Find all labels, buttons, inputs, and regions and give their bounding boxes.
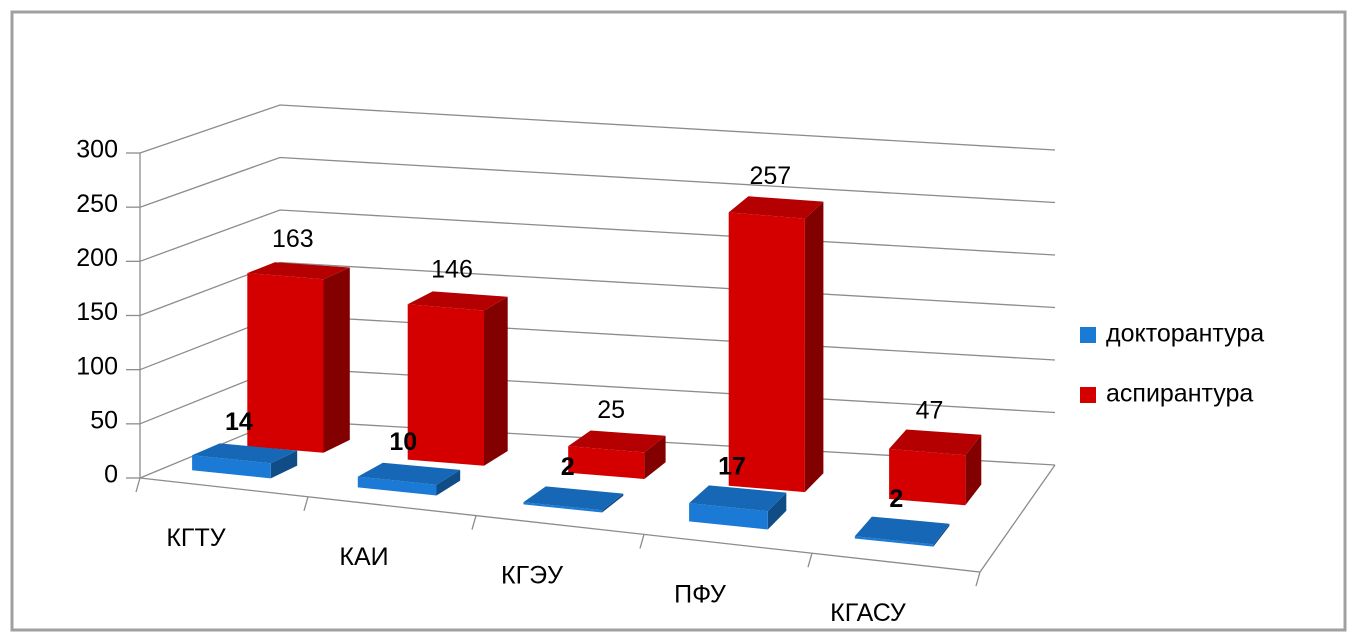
bar-front — [689, 503, 768, 530]
data-label: 17 — [718, 453, 746, 481]
x-tick-label: КАИ — [339, 543, 388, 571]
grid-line — [139, 156, 1056, 208]
bar-front — [728, 212, 805, 493]
y-tick-label: 300 — [76, 136, 118, 164]
data-label: 146 — [431, 255, 473, 283]
x-tick-label: КГЭУ — [501, 562, 563, 590]
y-tick-label: 50 — [90, 406, 118, 434]
bar-top — [854, 516, 950, 545]
x-tick — [303, 496, 309, 511]
bar-front — [247, 273, 324, 453]
bar — [357, 462, 461, 496]
legend-swatch — [1080, 327, 1096, 343]
bar-side — [323, 267, 350, 453]
y-tick-label: 0 — [104, 461, 118, 489]
bar — [407, 291, 508, 466]
bar-front — [407, 304, 484, 466]
bar-side — [484, 296, 508, 466]
legend-swatch — [1080, 387, 1096, 403]
bar-top — [247, 262, 350, 280]
bar-front — [889, 448, 966, 506]
bar-front — [192, 455, 271, 479]
data-label: 25 — [597, 396, 625, 424]
bar-side — [436, 469, 461, 496]
y-tick-label: 250 — [76, 190, 118, 218]
bar-top — [407, 291, 508, 311]
bar-side — [270, 450, 298, 479]
x-tick-label: КГТУ — [166, 524, 225, 552]
x-tick — [471, 515, 477, 530]
bar-top — [192, 443, 298, 464]
legend-label: докторантура — [1106, 320, 1264, 348]
bar-top — [523, 486, 624, 511]
legend-label: аспирантура — [1106, 380, 1253, 408]
bar-top — [728, 196, 824, 219]
x-tick — [975, 571, 981, 587]
bar-side — [933, 523, 950, 547]
x-tick — [639, 534, 645, 549]
bar — [192, 443, 298, 479]
bar-top — [889, 429, 982, 456]
bar-front — [568, 446, 645, 479]
bar-front — [357, 476, 437, 496]
bar — [728, 196, 824, 493]
y-tick-label: 200 — [76, 244, 118, 272]
bar-side — [965, 434, 982, 506]
bar — [889, 429, 982, 506]
data-label: 2 — [561, 453, 575, 481]
data-label: 2 — [889, 485, 903, 513]
bar — [689, 485, 787, 530]
bar — [568, 430, 666, 479]
data-label: 14 — [225, 408, 253, 436]
data-label: 257 — [749, 162, 791, 190]
x-tick-label: ПФУ — [674, 580, 726, 608]
x-tick — [135, 477, 141, 493]
y-tick-label: 150 — [76, 298, 118, 326]
bar-side — [804, 201, 824, 493]
bar-side — [644, 435, 666, 479]
data-label: 47 — [916, 397, 944, 425]
bar-top — [689, 485, 787, 512]
bar-top — [357, 462, 461, 485]
bar-front — [523, 502, 603, 513]
x-tick-label: КГАСУ — [830, 599, 906, 627]
bar-side — [602, 493, 624, 513]
data-label: 10 — [389, 428, 417, 456]
bar-front — [854, 536, 934, 547]
bar — [523, 486, 624, 513]
bar — [247, 262, 350, 453]
bar-side — [767, 492, 787, 530]
bar-top — [568, 430, 666, 453]
x-tick — [807, 553, 813, 568]
y-tick-label: 100 — [76, 352, 118, 380]
chart-frame — [10, 10, 1347, 632]
bar — [854, 516, 950, 547]
data-label: 163 — [272, 225, 314, 253]
grid-line — [139, 104, 1056, 154]
